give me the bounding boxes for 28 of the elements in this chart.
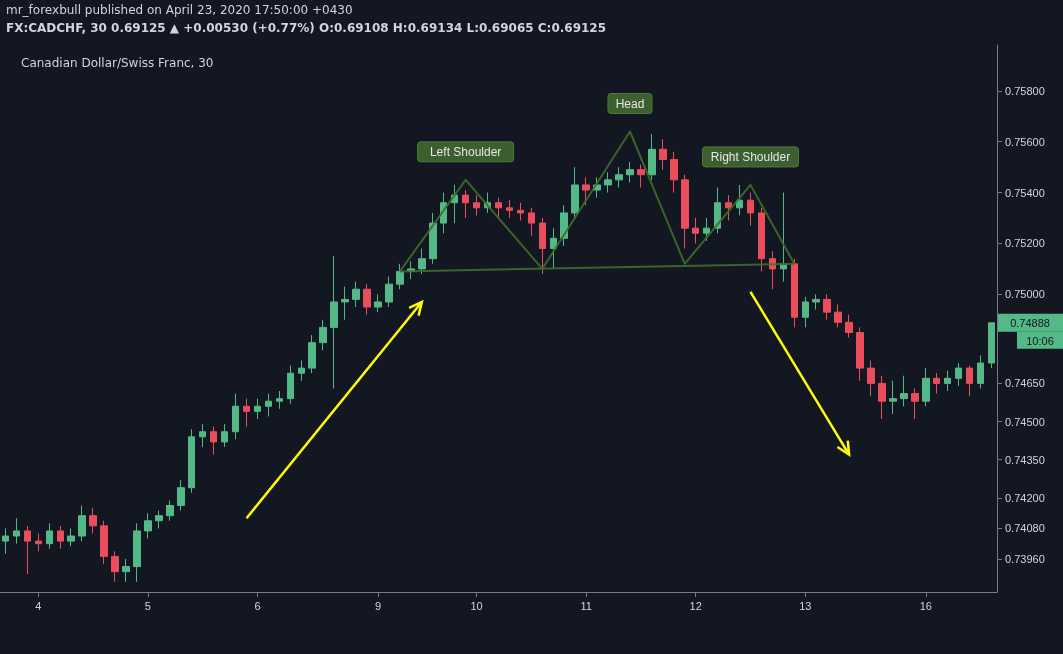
- y-tick-label: 0.73960: [1005, 552, 1045, 565]
- x-tick-label: 4: [35, 599, 42, 612]
- annotation: Right Shoulder: [710, 149, 791, 164]
- x-tick-label: 13: [799, 599, 812, 612]
- y-tick-label: 0.74500: [1005, 415, 1045, 428]
- x-tick-label: 16: [919, 599, 932, 612]
- y-tick-label: 0.74350: [1005, 453, 1045, 466]
- y-tick-label: 0.75600: [1005, 135, 1045, 148]
- x-tick-label: 11: [580, 599, 592, 612]
- text: 10:06: [1026, 334, 1054, 347]
- y-tick-label: 0.74650: [1005, 377, 1045, 390]
- text: Canadian Dollar/Swiss Franc, 30: [21, 56, 214, 70]
- x-tick-label: 9: [374, 599, 382, 612]
- y-tick-label: 0.75000: [1005, 288, 1045, 301]
- annotation: Head: [615, 96, 645, 111]
- y-tick-label: 0.75800: [1005, 84, 1045, 97]
- chart-subtitle: FX:CADCHF, 30 0.69125 ▲ +0.00530 (+0.77%) O:0.69108 H:0.69134 L:0.69065 C:0.69125: [6, 21, 607, 35]
- y-tick-label: 0.74200: [1005, 491, 1045, 504]
- y-tick-label: 0.75200: [1005, 237, 1045, 250]
- y-tick-label: 0.75400: [1005, 186, 1045, 199]
- annotation: Left Shoulder: [429, 144, 502, 159]
- x-tick-label: 5: [144, 599, 151, 612]
- text: 0.74888: [1010, 316, 1050, 329]
- y-tick-label: 0.74080: [1005, 522, 1045, 535]
- text: mr_forexbull published on April 23, 2020 17:50:00 +0430: [6, 3, 353, 17]
- x-tick-label: 12: [689, 599, 702, 612]
- x-tick-label: 6: [254, 599, 261, 612]
- x-tick-label: 10: [470, 599, 483, 612]
